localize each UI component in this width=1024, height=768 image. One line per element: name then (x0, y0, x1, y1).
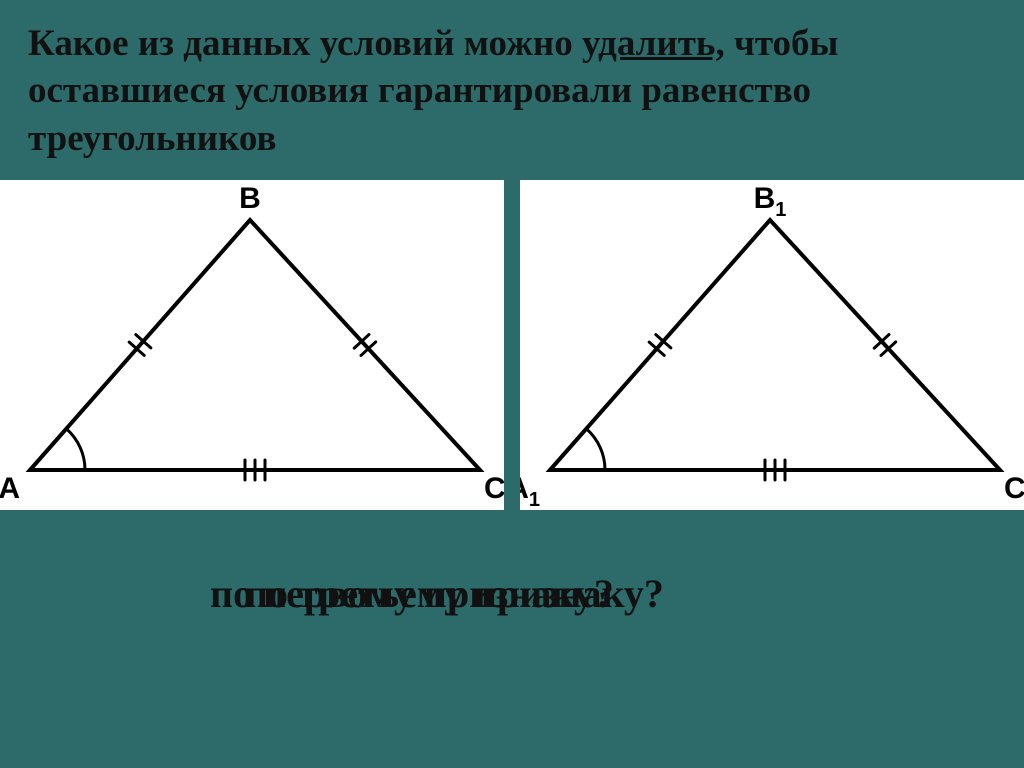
triangle-panel-1: A B C (0, 180, 504, 510)
diagram-area: A B C A1B1C1 (0, 180, 1024, 510)
question-underlined: удалить, (582, 23, 725, 64)
svg-text:C1: C1 (1004, 472, 1024, 510)
triangle-panel-2: A1B1C1 (520, 180, 1024, 510)
bottom-text-area: по третьему признаку? по первому признак… (0, 510, 1024, 710)
svg-text:A: A (0, 472, 20, 505)
svg-text:B: B (239, 182, 261, 215)
question-text: Какое из данных условий можно удалить, ч… (0, 0, 1024, 180)
question-part1: Какое из данных условий можно (28, 23, 582, 64)
bottom-text-layer2: по первому признаку? (210, 570, 614, 617)
slide: Какое из данных условий можно удалить, ч… (0, 0, 1024, 768)
svg-text:C: C (484, 472, 504, 505)
